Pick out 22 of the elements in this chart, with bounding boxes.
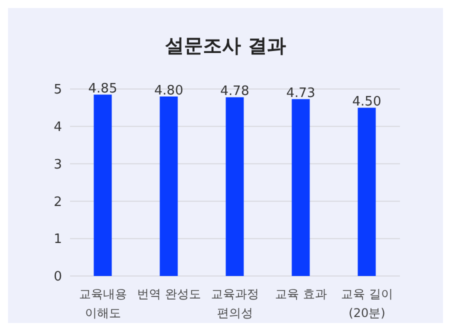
data-label: 4.73 — [286, 86, 316, 102]
y-tick-label: 5 — [54, 82, 62, 98]
y-tick-label: 3 — [54, 157, 62, 172]
bar — [226, 97, 244, 276]
x-tick-label: 교육과정 편의성 — [211, 287, 259, 320]
data-label: 4.80 — [154, 83, 184, 98]
y-tick-label: 1 — [54, 232, 62, 248]
x-tick-label: 교육내용 이해도 — [79, 287, 127, 320]
y-tick-label: 4 — [54, 120, 62, 136]
x-tick-label: 번역 완성도 — [137, 287, 201, 301]
bar — [94, 94, 112, 276]
x-tick-label: 교육 효과 — [275, 287, 327, 301]
bar — [358, 108, 376, 276]
data-label: 4.85 — [88, 82, 118, 97]
chart-title: 설문조사 결과 — [164, 34, 287, 59]
y-tick-label: 0 — [54, 270, 62, 285]
bar — [292, 99, 310, 276]
y-tick-label: 2 — [54, 194, 62, 210]
data-label: 4.50 — [352, 94, 382, 110]
bar — [160, 96, 178, 276]
x-tick-label: 교육 길이 (20분) — [341, 287, 393, 320]
data-label: 4.78 — [220, 84, 250, 100]
